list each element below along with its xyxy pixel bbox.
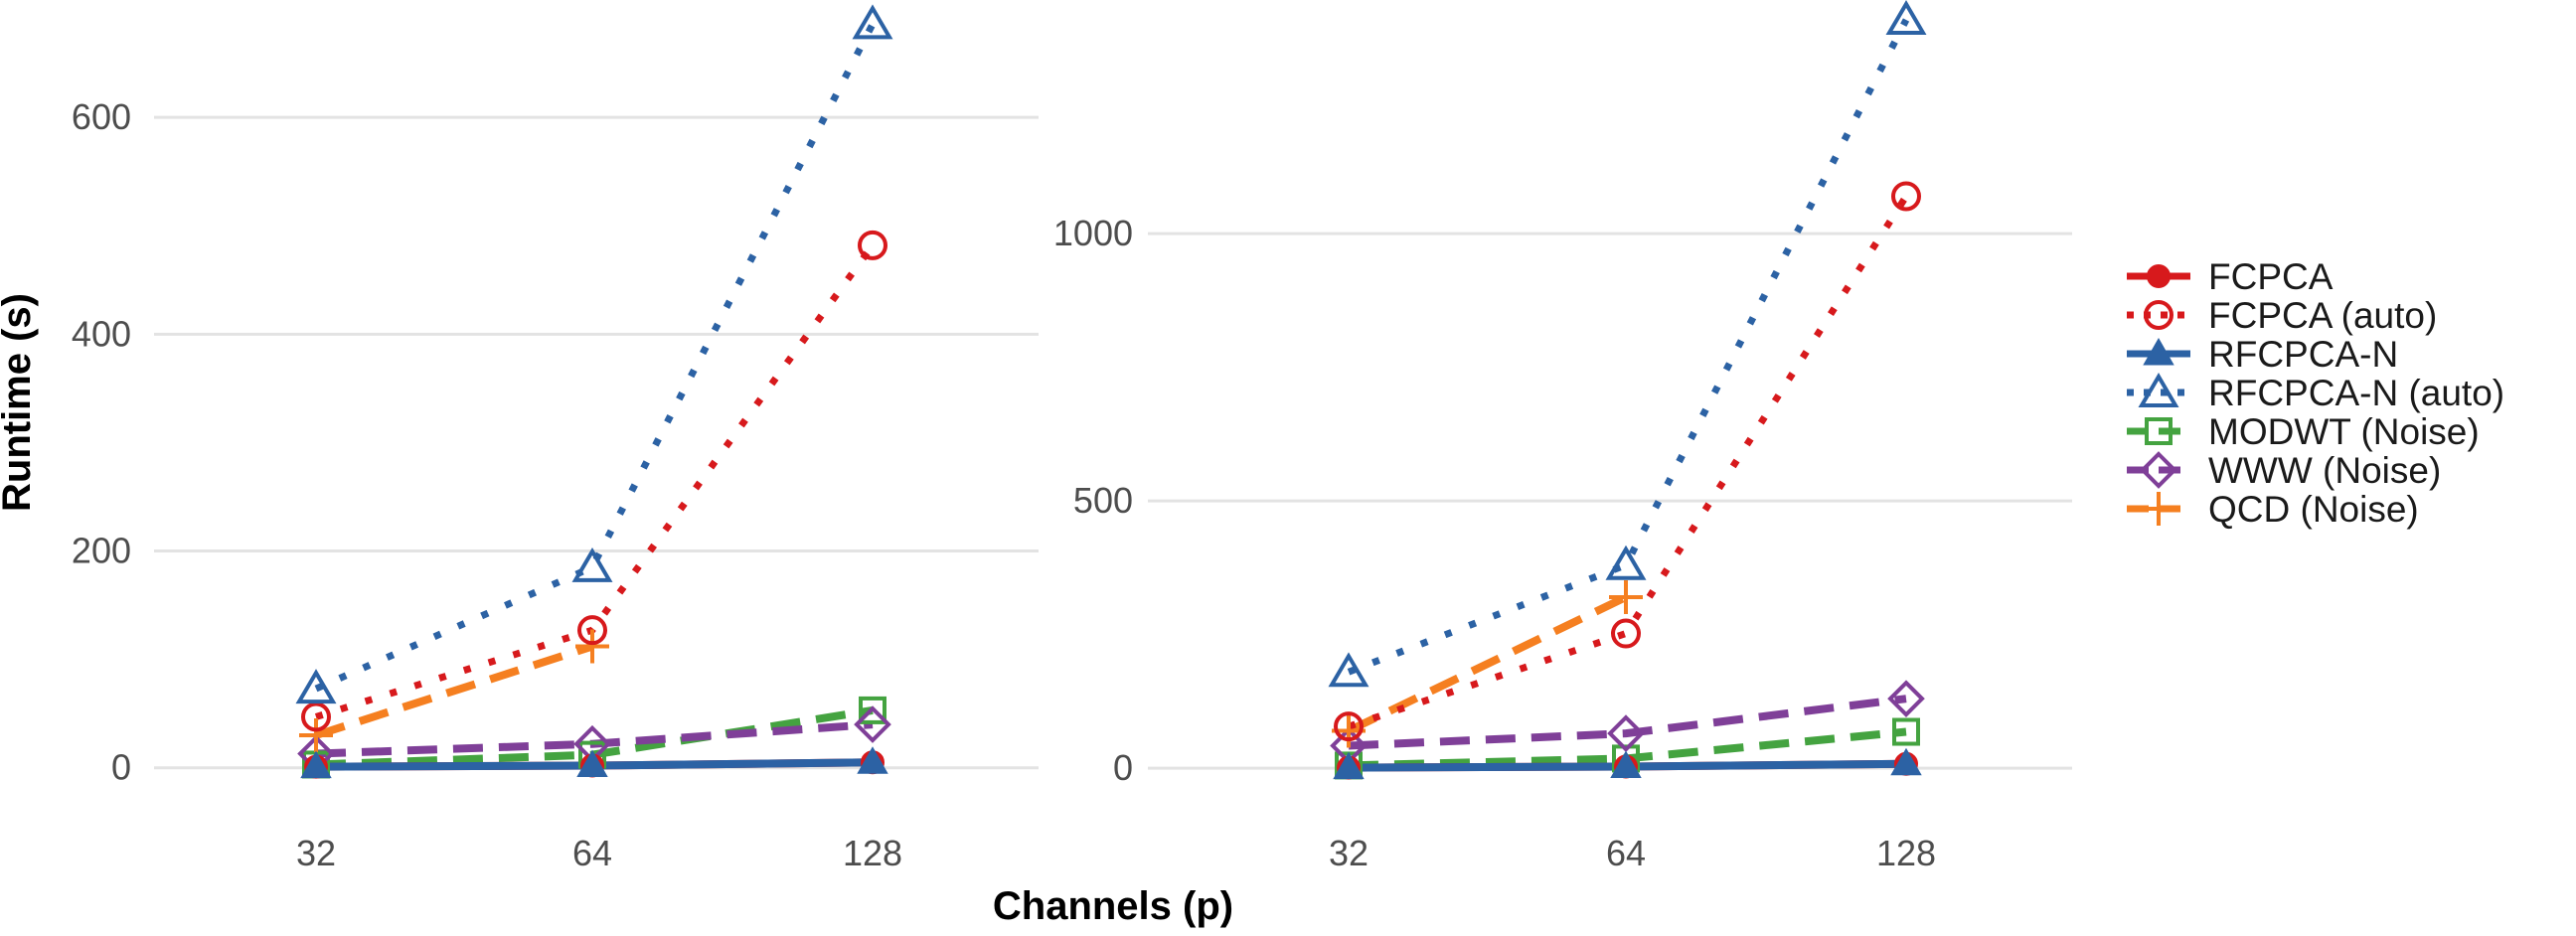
data-point-modwt-noise — [859, 696, 886, 724]
legend-label: RFCPCA-N (auto) — [2208, 373, 2504, 413]
x-axis-title: Channels (p) — [993, 884, 1233, 928]
data-point-rfcpca-n-auto — [1605, 545, 1647, 580]
x-tick-label: 128 — [843, 833, 902, 873]
legend-key-marker — [2143, 337, 2174, 366]
legend-item-fcpca: FCPCA — [2127, 256, 2334, 297]
data-point-rfcpca-n — [857, 746, 888, 774]
data-point-rfcpca-n-auto — [852, 4, 893, 40]
legend-label: RFCPCA-N — [2208, 334, 2398, 375]
y-tick-label: 0 — [111, 747, 131, 788]
legend-key-marker — [2138, 373, 2179, 407]
data-point-rfcpca-n-auto — [1885, 0, 1927, 35]
y-tick-label: 200 — [72, 531, 131, 571]
left-panel: 0 200 400 600 32 64 128 — [72, 4, 1039, 873]
data-point-fcpca-auto — [858, 230, 887, 260]
data-point-fcpca-auto — [1891, 181, 1921, 212]
x-tick-label: 32 — [1329, 833, 1368, 873]
data-point-rfcpca-n-auto — [295, 669, 337, 704]
legend-label: FCPCA (auto) — [2208, 295, 2437, 336]
data-point-www-noise — [1887, 680, 1925, 718]
x-tick-label: 128 — [1876, 833, 1936, 873]
right-panel: 0 500 1000 32 64 128 — [1053, 0, 2072, 873]
series-line-rfcpca-n-auto — [1347, 18, 1910, 676]
y-tick-label: 400 — [72, 313, 131, 354]
legend-key-marker — [2145, 417, 2173, 445]
data-point-rfcpca-n — [300, 750, 332, 779]
data-point-fcpca-auto — [1334, 711, 1364, 742]
legend-key-marker — [2140, 451, 2177, 489]
data-point-rfcpca-n-auto — [1328, 652, 1369, 688]
y-tick-label: 1000 — [1053, 213, 1133, 253]
data-point-modwt-noise — [1892, 717, 1920, 746]
data-point-fcpca-auto — [577, 615, 607, 646]
series-line-www-noise — [1348, 695, 1907, 750]
data-point-qcd-noise — [299, 718, 333, 752]
data-point-rfcpca-n — [1610, 750, 1642, 778]
data-point-fcpca-auto — [301, 702, 331, 732]
legend-key-marker — [2147, 264, 2171, 288]
data-point-rfcpca-n — [1890, 747, 1922, 776]
legend-label: FCPCA — [2208, 256, 2334, 297]
legend-label: WWW (Noise) — [2208, 450, 2441, 491]
data-point-rfcpca-n — [576, 749, 608, 778]
x-tick-label: 64 — [1606, 833, 1646, 873]
data-point-www-noise — [1607, 714, 1645, 752]
legend-item-rfcpca-n-auto: RFCPCA-N (auto) — [2127, 373, 2504, 413]
legend-item-modwt-noise: MODWT (Noise) — [2127, 411, 2480, 452]
legend-key-marker — [2142, 492, 2175, 526]
x-tick-label: 64 — [572, 833, 612, 873]
legend-item-rfcpca-n: RFCPCA-N — [2127, 334, 2398, 375]
series-line-qcd-noise — [1347, 593, 1628, 735]
series-line-qcd-noise — [314, 642, 594, 739]
data-point-qcd-noise — [1609, 579, 1643, 614]
data-point-rfcpca-n — [1333, 751, 1365, 780]
data-point-rfcpca-n-auto — [571, 546, 613, 582]
legend-item-www-noise: WWW (Noise) — [2127, 450, 2441, 491]
legend-label: QCD (Noise) — [2208, 489, 2419, 530]
y-tick-label: 0 — [1113, 747, 1133, 788]
data-point-qcd-noise — [575, 629, 609, 664]
legend-label: MODWT (Noise) — [2208, 411, 2480, 452]
legend-item-fcpca-auto: FCPCA (auto) — [2127, 295, 2437, 336]
y-axis-title: Runtime (s) — [0, 293, 39, 512]
y-tick-label: 500 — [1073, 480, 1133, 521]
data-point-www-noise — [854, 705, 891, 743]
legend-item-qcd-noise: QCD (Noise) — [2127, 489, 2419, 530]
x-tick-label: 32 — [296, 833, 336, 873]
data-point-fcpca-auto — [1611, 618, 1641, 649]
y-tick-label: 600 — [72, 96, 131, 137]
legend-key-marker — [2144, 300, 2174, 330]
